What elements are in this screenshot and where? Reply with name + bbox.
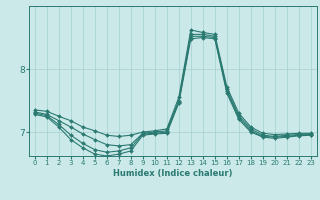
X-axis label: Humidex (Indice chaleur): Humidex (Indice chaleur) xyxy=(113,169,233,178)
